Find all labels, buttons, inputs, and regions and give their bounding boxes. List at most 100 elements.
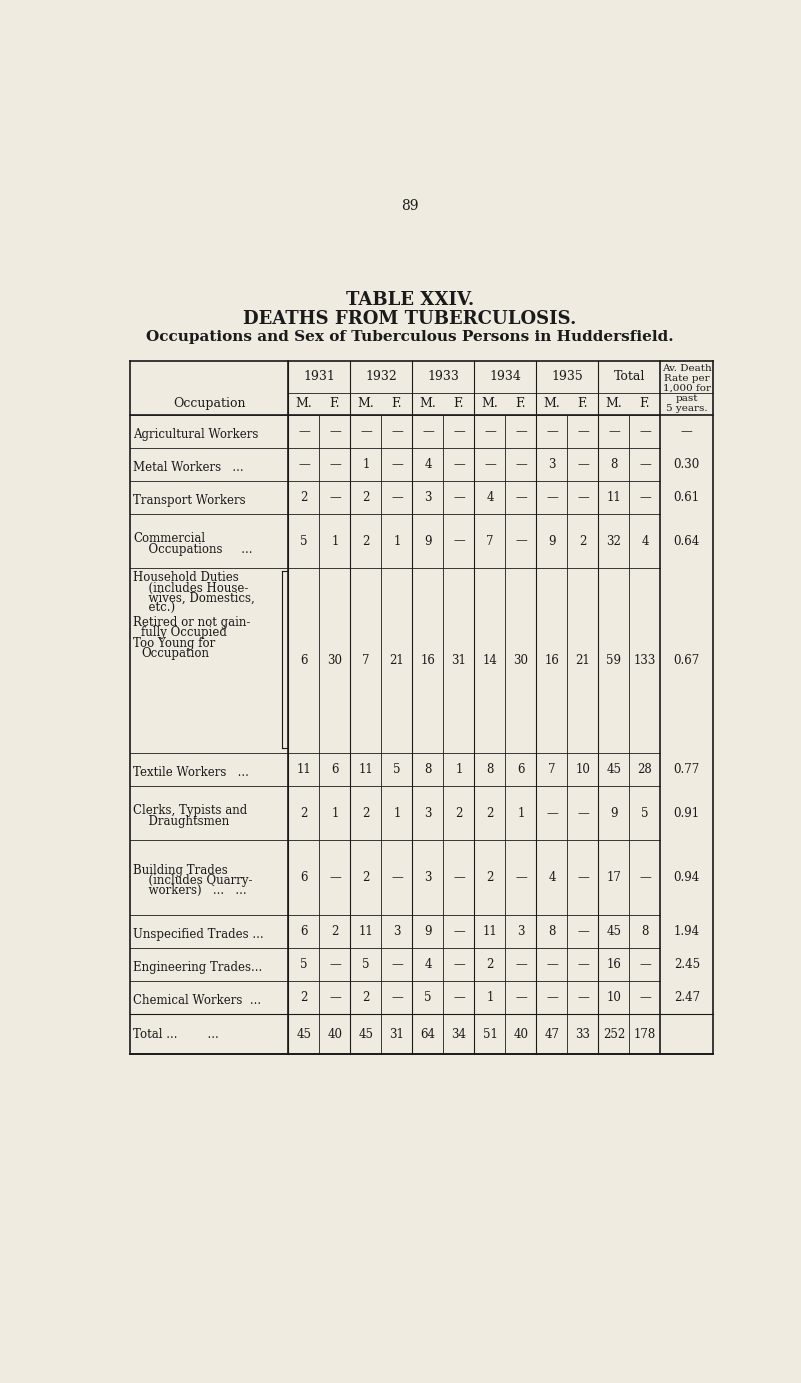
Text: 8: 8 bbox=[548, 925, 556, 938]
Text: —: — bbox=[515, 958, 527, 971]
Text: —: — bbox=[515, 458, 527, 470]
Text: Total: Total bbox=[614, 371, 645, 383]
Text: 1935: 1935 bbox=[552, 371, 583, 383]
Text: —: — bbox=[577, 925, 589, 938]
Text: 4: 4 bbox=[425, 958, 432, 971]
Text: —: — bbox=[546, 958, 557, 971]
Text: —: — bbox=[329, 871, 340, 884]
Text: 3: 3 bbox=[548, 458, 556, 470]
Text: —: — bbox=[453, 925, 465, 938]
Text: —: — bbox=[453, 958, 465, 971]
Text: —: — bbox=[577, 806, 589, 820]
Text: 2: 2 bbox=[300, 992, 308, 1004]
Text: 2: 2 bbox=[362, 992, 369, 1004]
Text: 3: 3 bbox=[425, 491, 432, 503]
Text: —: — bbox=[298, 458, 310, 470]
Text: —: — bbox=[515, 491, 527, 503]
Text: 9: 9 bbox=[425, 535, 432, 548]
Text: 16: 16 bbox=[421, 654, 436, 667]
Text: Total ...        ...: Total ... ... bbox=[134, 1028, 219, 1040]
Text: Unspecified Trades ...: Unspecified Trades ... bbox=[134, 928, 264, 940]
Text: —: — bbox=[453, 425, 465, 438]
Text: —: — bbox=[391, 992, 403, 1004]
Text: 3: 3 bbox=[425, 871, 432, 884]
Text: 3: 3 bbox=[425, 806, 432, 820]
Text: 11: 11 bbox=[359, 763, 373, 776]
Text: 2: 2 bbox=[362, 806, 369, 820]
Text: Metal Workers   ...: Metal Workers ... bbox=[134, 461, 244, 474]
Text: —: — bbox=[639, 958, 651, 971]
Text: —: — bbox=[577, 871, 589, 884]
Text: —: — bbox=[453, 992, 465, 1004]
Text: —: — bbox=[681, 425, 693, 438]
Text: Engineering Trades...: Engineering Trades... bbox=[134, 961, 263, 974]
Text: F.: F. bbox=[453, 397, 465, 411]
Text: 178: 178 bbox=[634, 1028, 656, 1040]
Text: 0.67: 0.67 bbox=[674, 654, 700, 667]
Text: M.: M. bbox=[420, 397, 437, 411]
Text: TABLE XXIV.: TABLE XXIV. bbox=[346, 292, 474, 310]
Text: 5: 5 bbox=[300, 958, 308, 971]
Text: 0.30: 0.30 bbox=[674, 458, 700, 470]
Text: 40: 40 bbox=[513, 1028, 529, 1040]
Text: —: — bbox=[391, 425, 403, 438]
Text: 7: 7 bbox=[362, 654, 370, 667]
Text: 16: 16 bbox=[606, 958, 622, 971]
Text: —: — bbox=[391, 458, 403, 470]
Text: F.: F. bbox=[640, 397, 650, 411]
Text: 2: 2 bbox=[486, 958, 493, 971]
Text: 4: 4 bbox=[486, 491, 493, 503]
Text: —: — bbox=[360, 425, 372, 438]
Text: etc.): etc.) bbox=[141, 603, 175, 615]
Text: 5: 5 bbox=[300, 535, 308, 548]
Text: 9: 9 bbox=[610, 806, 618, 820]
Text: 1: 1 bbox=[393, 535, 400, 548]
Text: Commercial: Commercial bbox=[134, 532, 206, 545]
Text: —: — bbox=[546, 425, 557, 438]
Text: 2: 2 bbox=[332, 925, 339, 938]
Text: 7: 7 bbox=[486, 535, 493, 548]
Text: 4: 4 bbox=[425, 458, 432, 470]
Text: 6: 6 bbox=[300, 871, 308, 884]
Text: 45: 45 bbox=[606, 925, 622, 938]
Text: 31: 31 bbox=[452, 654, 466, 667]
Text: 252: 252 bbox=[603, 1028, 625, 1040]
Text: 59: 59 bbox=[606, 654, 622, 667]
Text: 45: 45 bbox=[606, 763, 622, 776]
Text: —: — bbox=[546, 806, 557, 820]
Text: 1: 1 bbox=[332, 535, 339, 548]
Text: 5 years.: 5 years. bbox=[666, 404, 707, 414]
Text: 5: 5 bbox=[362, 958, 370, 971]
Text: 17: 17 bbox=[606, 871, 622, 884]
Text: 6: 6 bbox=[300, 654, 308, 667]
Text: —: — bbox=[484, 425, 496, 438]
Text: 11: 11 bbox=[359, 925, 373, 938]
Text: Retired or not gain-: Retired or not gain- bbox=[134, 615, 251, 629]
Text: 7: 7 bbox=[548, 763, 556, 776]
Text: 2: 2 bbox=[579, 535, 586, 548]
Text: 8: 8 bbox=[425, 763, 432, 776]
Text: M.: M. bbox=[296, 397, 312, 411]
Text: —: — bbox=[515, 535, 527, 548]
Text: —: — bbox=[453, 491, 465, 503]
Text: 30: 30 bbox=[513, 654, 529, 667]
Text: Building Trades: Building Trades bbox=[134, 863, 228, 877]
Text: 21: 21 bbox=[576, 654, 590, 667]
Text: 2: 2 bbox=[486, 871, 493, 884]
Text: —: — bbox=[422, 425, 434, 438]
Text: 2.47: 2.47 bbox=[674, 992, 700, 1004]
Text: 11: 11 bbox=[606, 491, 622, 503]
Text: Occupation: Occupation bbox=[141, 647, 209, 660]
Text: 1: 1 bbox=[455, 763, 463, 776]
Text: 1933: 1933 bbox=[428, 371, 460, 383]
Text: —: — bbox=[329, 491, 340, 503]
Text: Clerks, Typists and: Clerks, Typists and bbox=[134, 805, 248, 817]
Text: 4: 4 bbox=[548, 871, 556, 884]
Text: 47: 47 bbox=[545, 1028, 559, 1040]
Text: 1,000 for: 1,000 for bbox=[662, 384, 710, 393]
Text: —: — bbox=[515, 871, 527, 884]
Text: 1: 1 bbox=[362, 458, 369, 470]
Text: 40: 40 bbox=[328, 1028, 343, 1040]
Text: 45: 45 bbox=[296, 1028, 312, 1040]
Text: —: — bbox=[453, 871, 465, 884]
